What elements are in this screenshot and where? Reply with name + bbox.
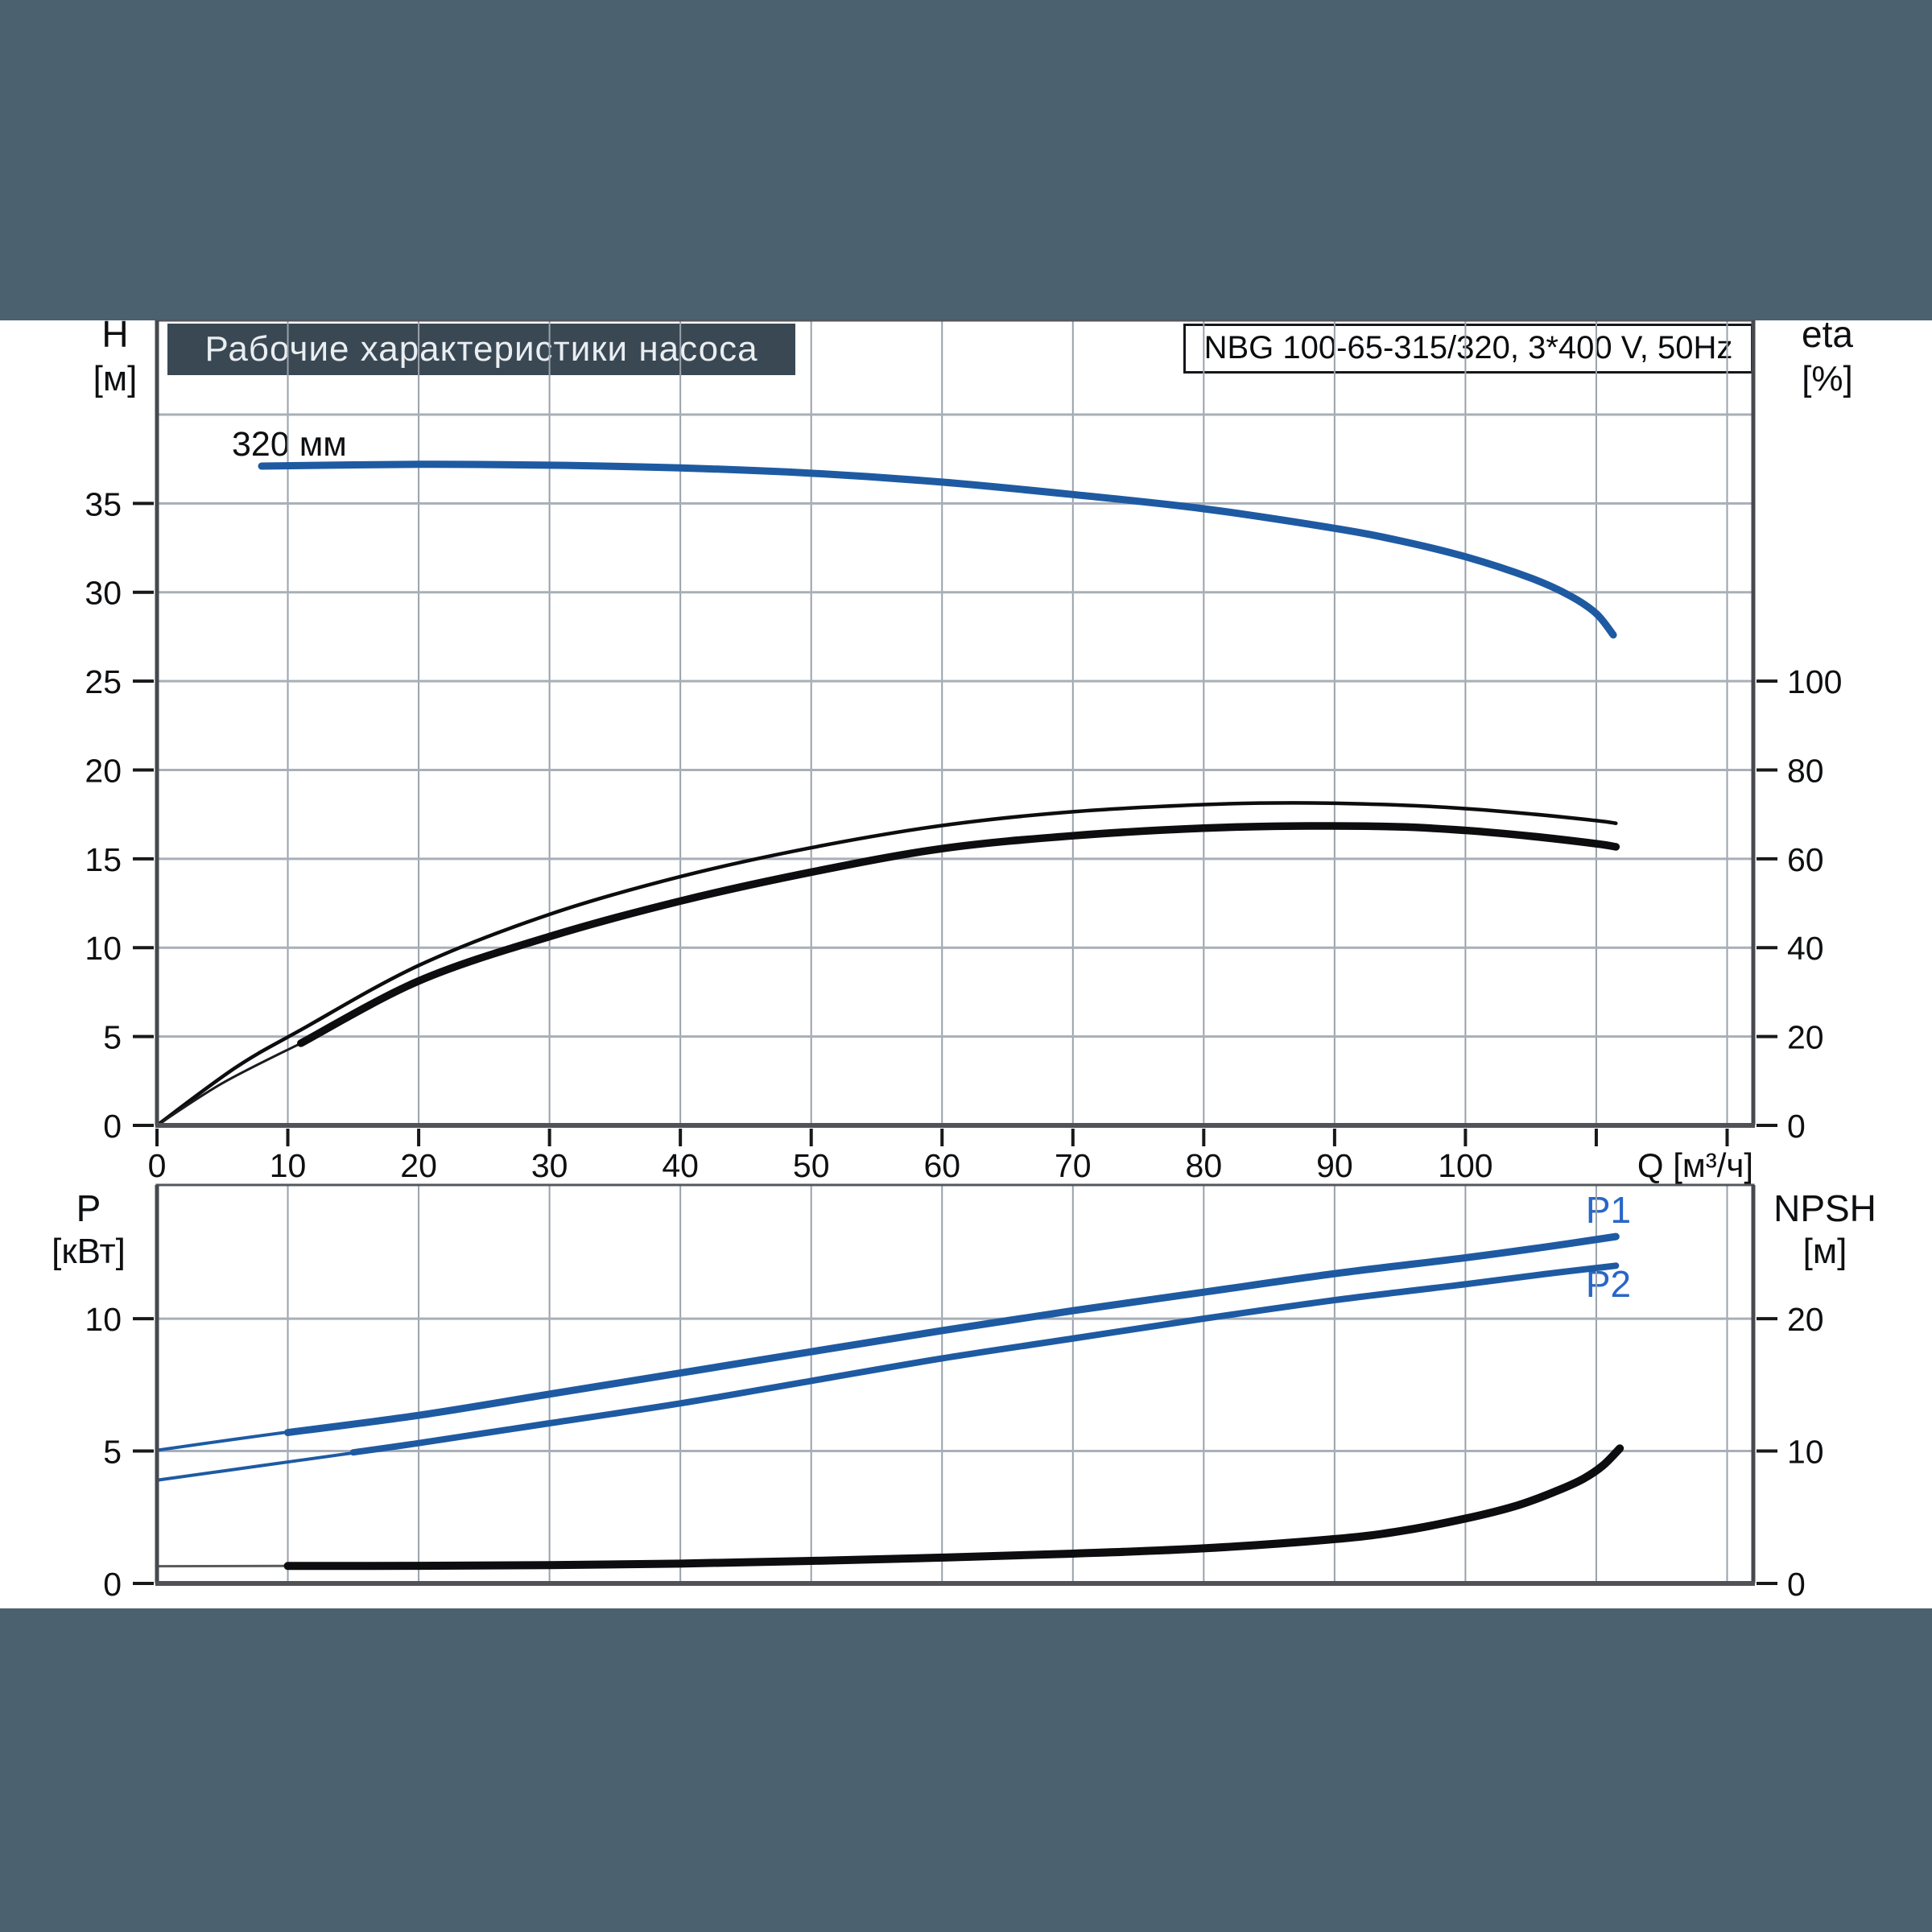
series-eta-lower-thick (297, 822, 1620, 1047)
series-eta-upper-thin (155, 801, 1618, 1128)
svg-text:10: 10 (270, 1147, 307, 1184)
svg-text:40: 40 (1787, 930, 1824, 967)
series-P2-leadin-thin (155, 1449, 369, 1482)
npsh-axis-unit: [м] (1802, 1232, 1847, 1271)
series-NPSH (283, 1444, 1624, 1571)
svg-text:5: 5 (103, 1019, 122, 1056)
svg-text:60: 60 (1787, 841, 1824, 878)
svg-text:20: 20 (1787, 1301, 1824, 1338)
top-band (0, 0, 1932, 320)
bottom-band (0, 1608, 1932, 1932)
svg-text:20: 20 (85, 752, 122, 789)
svg-text:100: 100 (1438, 1147, 1492, 1184)
svg-text:40: 40 (662, 1147, 699, 1184)
series-P1 (284, 1232, 1620, 1437)
eta-axis-label: eta (1802, 313, 1853, 355)
chart-title: Рабочие характеристики насоса (167, 324, 795, 375)
svg-text:0: 0 (103, 1108, 122, 1145)
svg-text:30: 30 (85, 575, 122, 612)
power-axis-label: P (76, 1187, 101, 1229)
svg-text:20: 20 (400, 1147, 437, 1184)
svg-text:70: 70 (1055, 1147, 1092, 1184)
svg-text:50: 50 (793, 1147, 830, 1184)
svg-text:80: 80 (1787, 752, 1824, 789)
svg-text:60: 60 (923, 1147, 960, 1184)
p1-curve-label: P1 (1585, 1189, 1632, 1231)
h-axis-unit: [м] (93, 359, 138, 398)
power-axis-unit: [кВт] (52, 1232, 126, 1271)
svg-text:0: 0 (1787, 1566, 1806, 1603)
svg-text:100: 100 (1787, 663, 1842, 700)
svg-text:Q [м³/ч]: Q [м³/ч] (1637, 1146, 1753, 1184)
npsh-axis-label: NPSH (1773, 1187, 1876, 1229)
svg-text:0: 0 (1787, 1108, 1806, 1145)
svg-text:35: 35 (85, 485, 122, 522)
series-head-320mm (258, 460, 1617, 639)
svg-text:20: 20 (1787, 1019, 1824, 1056)
pump-type-box: NBG 100-65-315/320, 3*400 V, 50Hz (1183, 324, 1753, 374)
svg-text:90: 90 (1316, 1147, 1353, 1184)
svg-text:10: 10 (1787, 1434, 1824, 1471)
svg-text:15: 15 (85, 841, 122, 878)
series-eta-lower-leadin (155, 1042, 303, 1127)
power-npsh-chart: 0 5 10 0 10 20 (85, 1183, 1824, 1603)
svg-text:10: 10 (85, 1301, 122, 1338)
svg-text:10: 10 (85, 930, 122, 967)
svg-text:0: 0 (103, 1566, 122, 1603)
impeller-curve-label: 320 мм (232, 425, 347, 464)
series-P2 (349, 1262, 1620, 1456)
h-axis-label: H (101, 313, 129, 355)
svg-text:25: 25 (85, 663, 122, 700)
svg-text:30: 30 (531, 1147, 568, 1184)
svg-text:80: 80 (1186, 1147, 1223, 1184)
svg-text:0: 0 (148, 1147, 167, 1184)
eta-axis-unit: [%] (1802, 359, 1853, 398)
svg-text:5: 5 (103, 1434, 122, 1471)
hq-chart: 0 5 10 15 20 25 30 35 0 20 40 60 80 100 0 10 20 30 40 50 60 7… (85, 319, 1842, 1184)
